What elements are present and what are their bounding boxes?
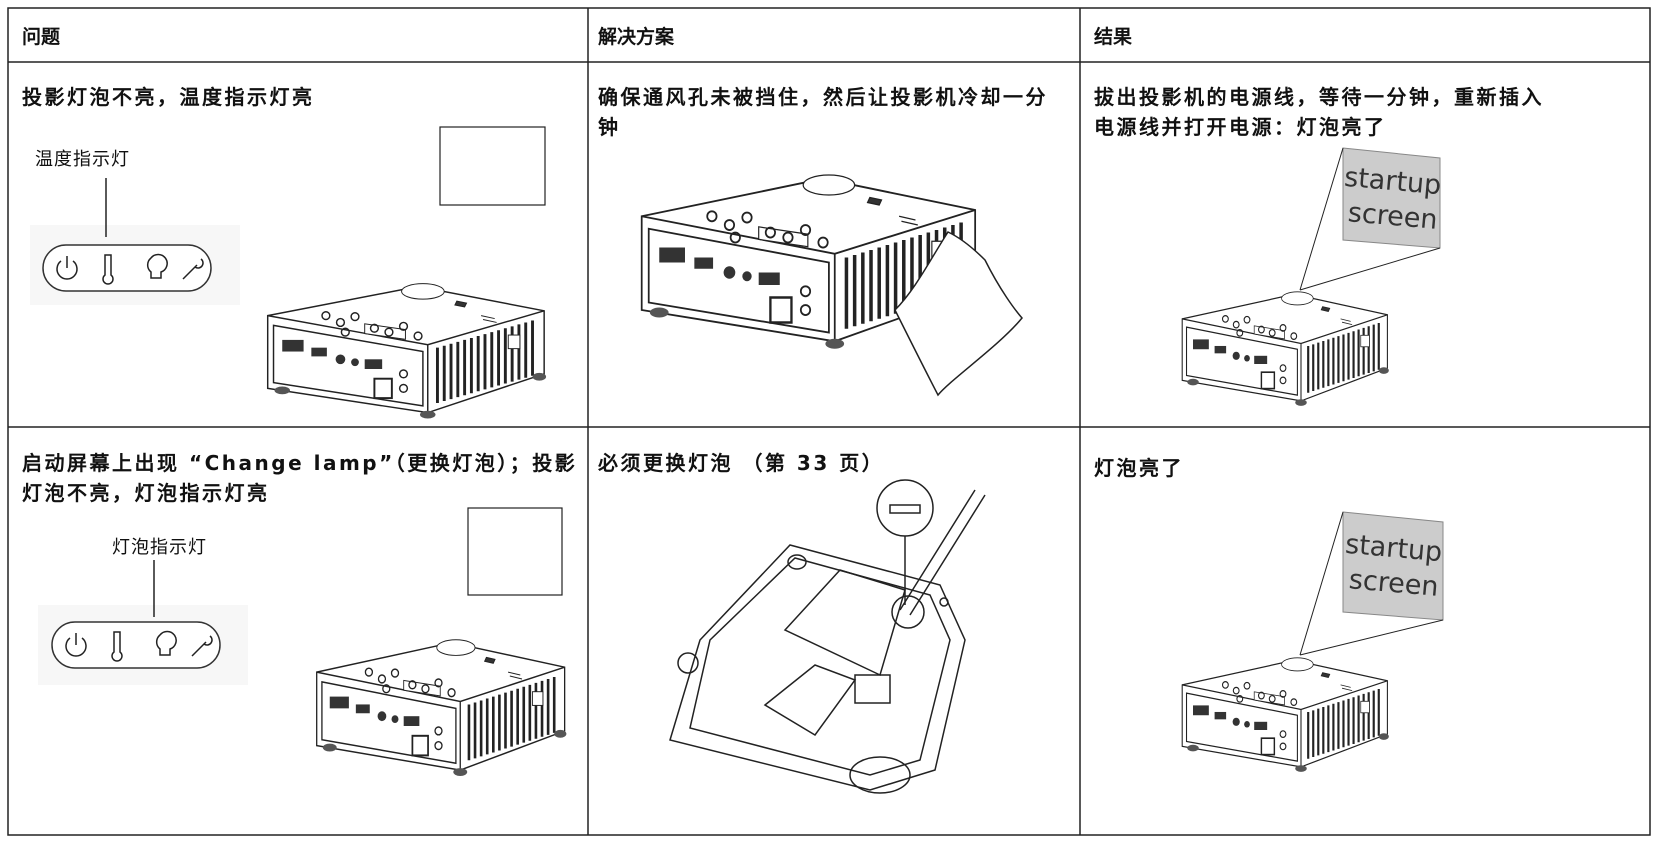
illustration (1299, 147, 1441, 291)
illustration (1180, 290, 1391, 408)
illustration (1299, 511, 1444, 656)
illustration (1180, 511, 1444, 774)
table-grid (7, 7, 1651, 836)
illustration (894, 231, 1023, 397)
solution: 确保通风孔未被挡住，然后让投影机冷却一分钟 (598, 85, 1048, 139)
illustration (891, 595, 925, 629)
illustration (669, 479, 986, 794)
illustration (1180, 656, 1391, 774)
screen-text: startup screen startup screen (1343, 162, 1443, 603)
problem: 启动屏幕上出现 “Change lamp”（更换灯泡）；投影灯泡不亮，灯泡指示灯… (22, 451, 578, 505)
illustration (763, 664, 857, 736)
illustration (854, 674, 891, 704)
indicator-label: 温度指示灯 (35, 149, 130, 170)
solution: 必须更换灯泡 （第 33 页） (598, 451, 885, 475)
problem: 投影灯泡不亮，温度指示灯亮 (22, 85, 315, 109)
result: 拔出投影机的电源线，等待一分钟，重新插入电源线并打开电源：灯泡亮了 (1094, 85, 1544, 139)
illustration (669, 544, 966, 791)
illustration (42, 244, 212, 292)
illustration (849, 756, 911, 794)
illustration (315, 638, 568, 778)
illustration (51, 621, 221, 669)
illustration (38, 507, 568, 778)
illustration (689, 557, 951, 776)
illustration (899, 489, 986, 616)
header-cell: 结果 (1094, 26, 1133, 48)
illustration (439, 126, 546, 206)
illustration (30, 126, 548, 420)
result: 灯泡亮了 (1094, 456, 1184, 480)
header-cell: 解决方案 (598, 26, 675, 48)
illustration (783, 569, 906, 677)
table-grid (7, 7, 1651, 836)
illustration (889, 504, 921, 514)
illustration (1180, 147, 1441, 408)
header-cell: 问题 (22, 26, 61, 48)
illustration (677, 652, 699, 674)
illustration (467, 507, 563, 596)
illustration (787, 554, 807, 570)
illustration (639, 173, 1023, 397)
illustration (939, 597, 949, 607)
indicator-label: 灯泡指示灯 (112, 537, 207, 558)
illustration (266, 282, 548, 420)
